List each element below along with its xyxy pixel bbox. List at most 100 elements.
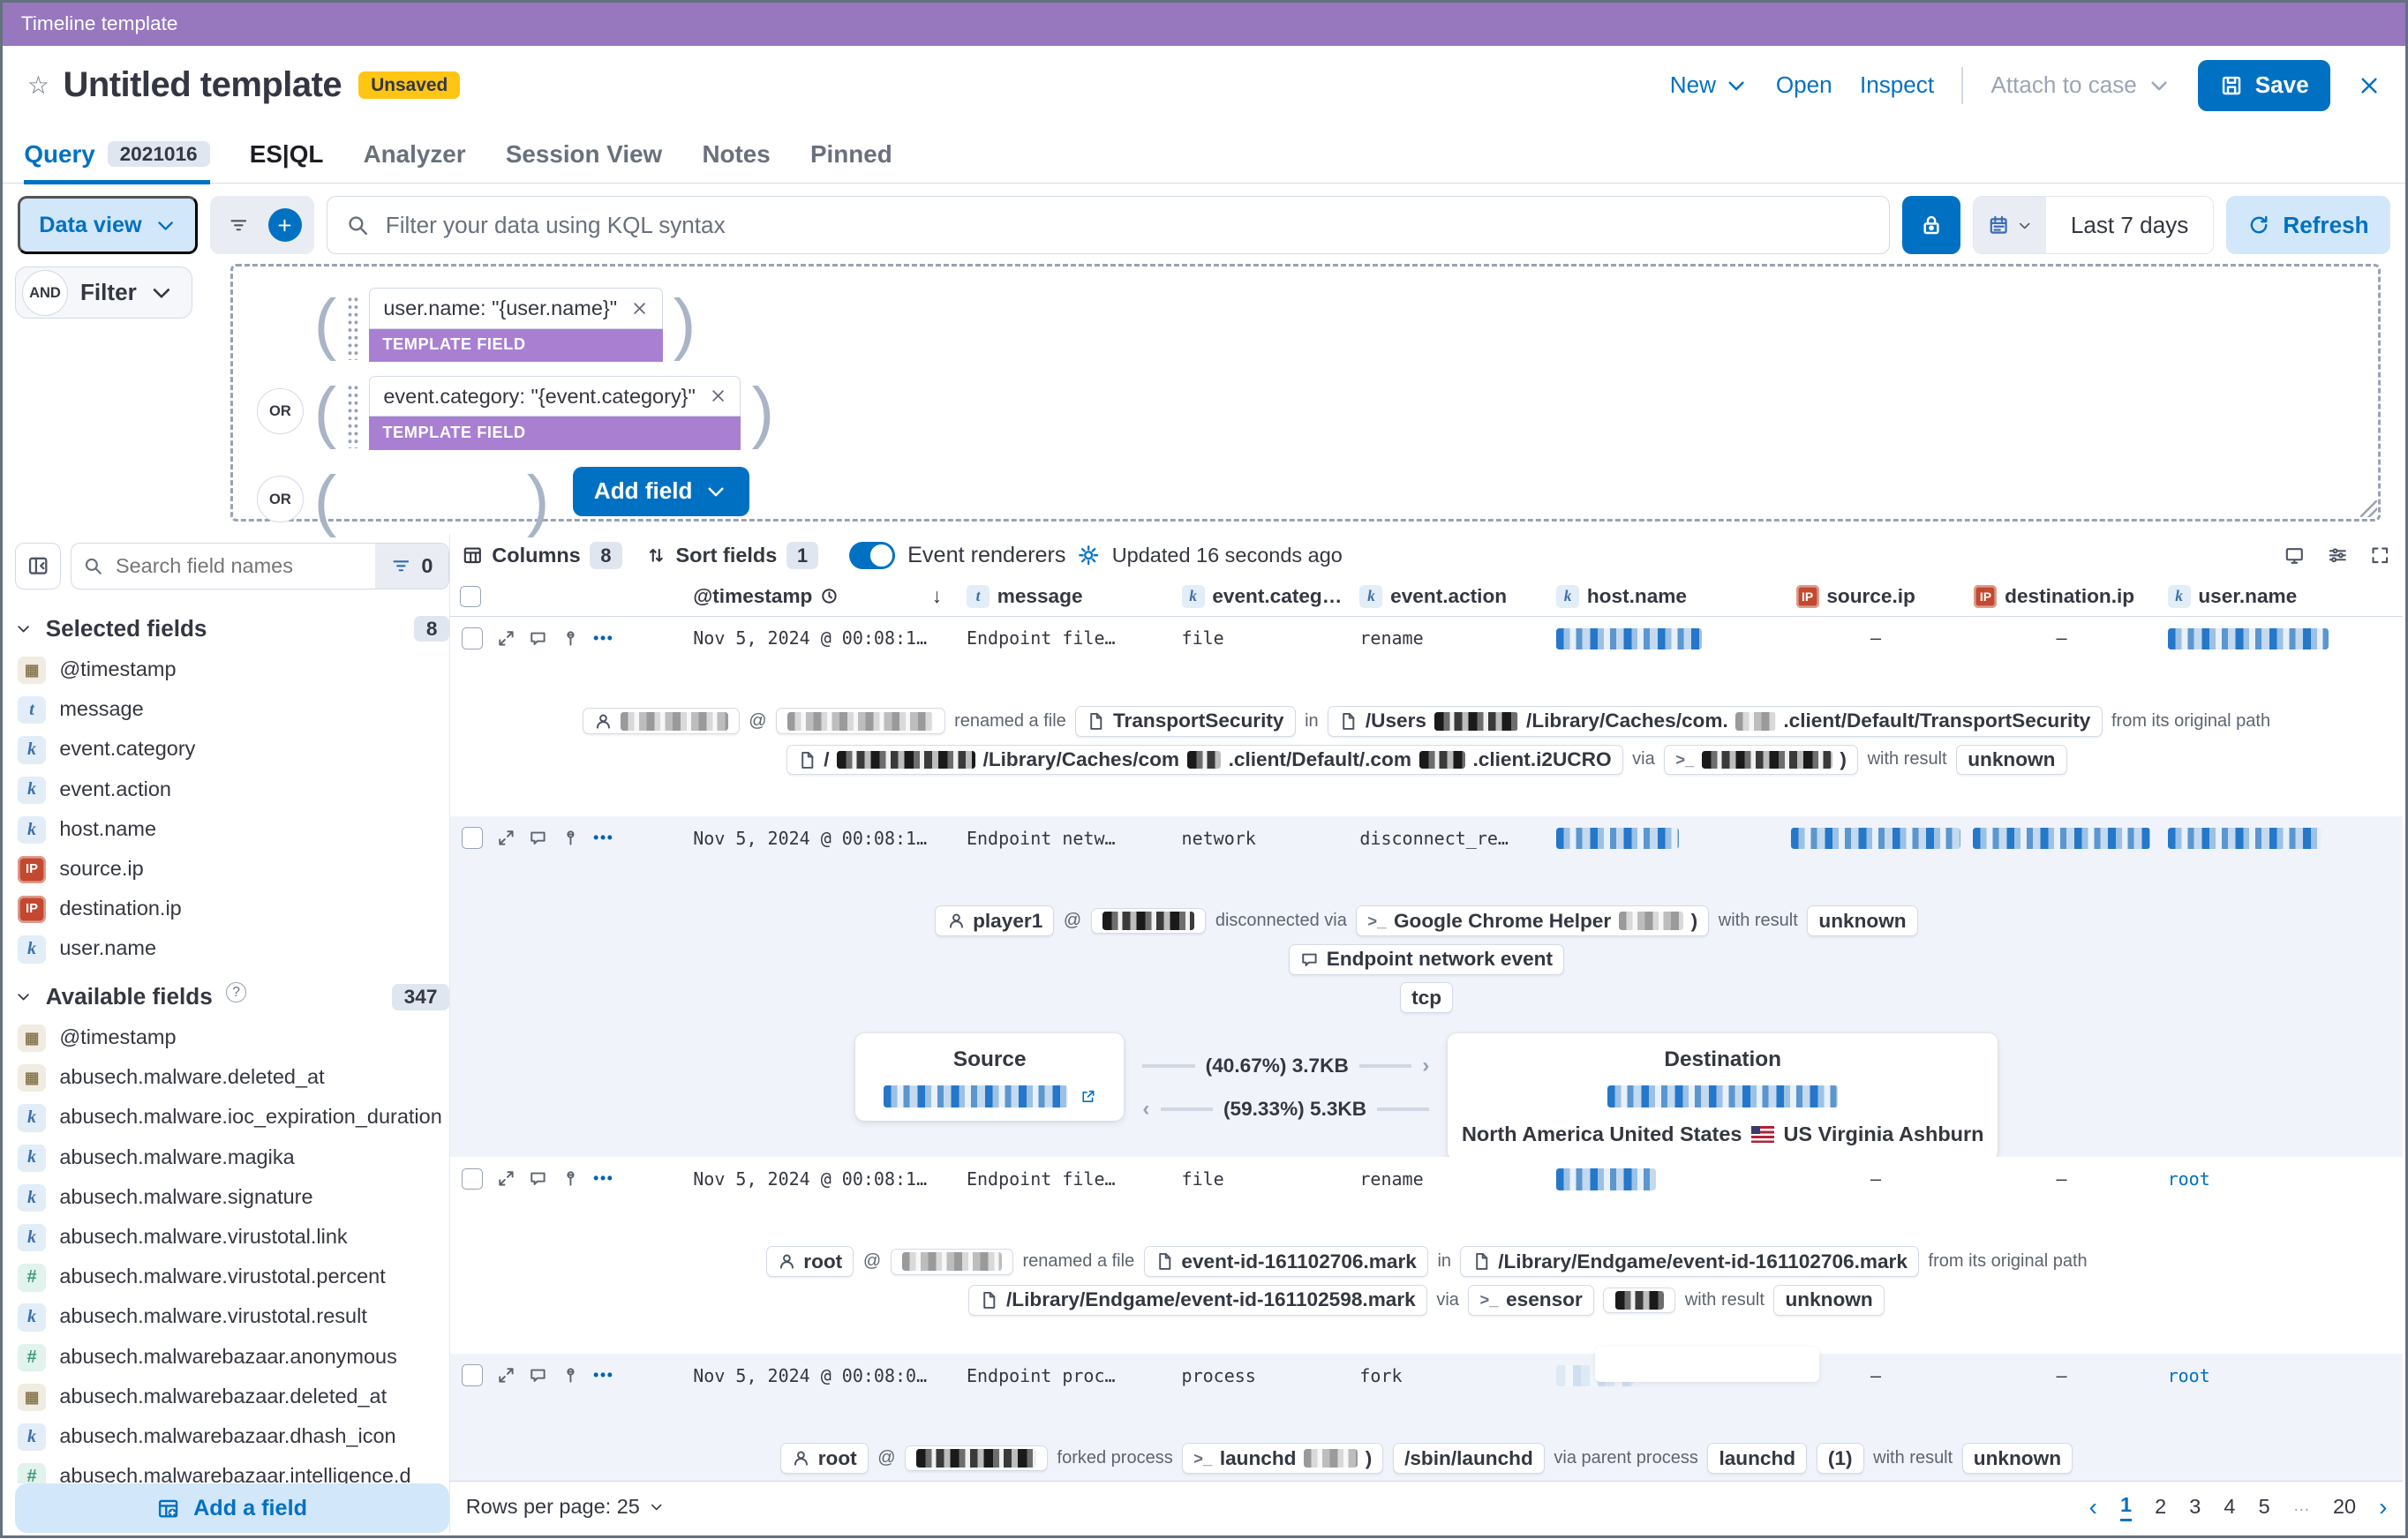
- event-chip[interactable]: launchd: [1707, 1443, 1808, 1474]
- field-filter-button[interactable]: 0: [374, 544, 449, 589]
- template-field-chip[interactable]: user.name: "{user.name}" TEMPLATE FIELD: [368, 288, 663, 363]
- field-list-item[interactable]: ▦ abusech.malware.deleted_at: [15, 1058, 449, 1098]
- event-chip[interactable]: player1: [935, 905, 1055, 937]
- next-page-icon[interactable]: ›: [2379, 1492, 2388, 1520]
- field-list-item[interactable]: k user.name: [15, 929, 449, 969]
- select-all-checkbox[interactable]: [459, 585, 482, 608]
- date-picker[interactable]: Last 7 days: [1973, 196, 2215, 255]
- field-list-item[interactable]: t message: [15, 690, 449, 730]
- field-list-item[interactable]: IP destination.ip: [15, 890, 449, 929]
- gear-icon[interactable]: [1078, 544, 1099, 566]
- tab-session-view[interactable]: Session View: [506, 125, 662, 183]
- tab-analyzer[interactable]: Analyzer: [364, 125, 466, 183]
- event-chip[interactable]: [890, 1248, 1014, 1275]
- event-chip[interactable]: >_ esensor: [1468, 1284, 1594, 1316]
- page-5[interactable]: 5: [2258, 1494, 2270, 1518]
- field-list-item[interactable]: k event.category: [15, 730, 449, 770]
- event-chip[interactable]: /sbin/launchd: [1392, 1443, 1545, 1474]
- favorite-star-icon[interactable]: ☆: [26, 71, 49, 100]
- field-list-item[interactable]: # abusech.malwarebazaar.intelligence.d: [15, 1457, 449, 1484]
- event-chip[interactable]: /Library/Endgame/event-id-161102706.mark: [1460, 1246, 1920, 1278]
- row-checkbox[interactable]: [461, 627, 483, 649]
- field-list-item[interactable]: IP source.ip: [15, 850, 449, 890]
- more-actions-icon[interactable]: •••: [593, 1169, 614, 1188]
- and-filter-control[interactable]: AND Filter: [14, 267, 193, 319]
- tab-pinned[interactable]: Pinned: [810, 125, 892, 183]
- field-list-item[interactable]: k abusech.malware.ioc_expiration_duration: [15, 1098, 449, 1137]
- sort-fields-button[interactable]: Sort fields 1: [646, 541, 819, 570]
- field-list-item[interactable]: k abusech.malware.magika: [15, 1138, 449, 1178]
- inspect-button[interactable]: Inspect: [1859, 71, 1935, 99]
- field-list-item[interactable]: # abusech.malware.virustotal.percent: [15, 1257, 449, 1297]
- add-filter-button[interactable]: [262, 196, 308, 254]
- inspect-screen-icon[interactable]: [2284, 545, 2305, 566]
- save-button[interactable]: Save: [2198, 59, 2331, 112]
- field-list-item[interactable]: ▦ @timestamp: [15, 1018, 449, 1058]
- tab-es-ql[interactable]: ES|QL: [250, 125, 324, 183]
- more-actions-icon[interactable]: •••: [593, 829, 614, 847]
- event-chip[interactable]: >_ launchd): [1182, 1443, 1384, 1474]
- event-renderers-toggle[interactable]: [849, 541, 896, 570]
- event-chip[interactable]: root: [779, 1443, 869, 1474]
- previous-page-icon[interactable]: ‹: [2088, 1492, 2097, 1520]
- close-icon[interactable]: [2358, 74, 2381, 97]
- filter-icon[interactable]: [215, 196, 261, 254]
- drag-handle[interactable]: [347, 295, 358, 360]
- lock-date-picker-button[interactable]: [1902, 196, 1961, 255]
- field-list-item[interactable]: k abusech.malware.virustotal.result: [15, 1298, 449, 1338]
- page-3[interactable]: 3: [2189, 1494, 2201, 1518]
- event-chip[interactable]: [775, 708, 945, 735]
- column-header-host.name[interactable]: k host.name: [1547, 584, 1787, 608]
- kql-input[interactable]: [382, 210, 1871, 241]
- sliders-icon[interactable]: [2328, 545, 2348, 566]
- page-1[interactable]: 1: [2119, 1493, 2133, 1521]
- event-chip[interactable]: (1): [1816, 1443, 1864, 1474]
- event-chip[interactable]: Endpoint network event: [1289, 943, 1565, 975]
- row-checkbox[interactable]: [461, 1167, 483, 1190]
- event-chip[interactable]: event-id-161102706.mark: [1143, 1246, 1429, 1278]
- remove-icon[interactable]: [631, 300, 648, 317]
- fullscreen-icon[interactable]: [2370, 545, 2390, 566]
- kql-search-bar[interactable]: [326, 196, 1891, 255]
- event-chip[interactable]: [583, 708, 740, 735]
- event-chip[interactable]: /Users/Library/Caches/com. .client/Defaul…: [1328, 705, 2103, 737]
- column-header-message[interactable]: t message: [958, 584, 1173, 608]
- page-2[interactable]: 2: [2155, 1494, 2167, 1518]
- row-checkbox[interactable]: [461, 827, 483, 849]
- refresh-button[interactable]: Refresh: [2226, 196, 2390, 255]
- field-list-item[interactable]: k event.action: [15, 770, 449, 810]
- time-range-label[interactable]: Last 7 days: [2046, 197, 2214, 254]
- column-header-source.ip[interactable]: IP source.ip: [1787, 584, 1965, 608]
- event-chip[interactable]: [1090, 907, 1207, 935]
- event-chip[interactable]: >_ Google Chrome Helper): [1356, 905, 1710, 937]
- columns-button[interactable]: Columns 8: [463, 541, 622, 570]
- template-field-chip[interactable]: event.category: "{event.category}" TEMPL…: [368, 375, 741, 450]
- event-chip[interactable]: unknown: [1956, 744, 2067, 776]
- more-actions-icon[interactable]: •••: [593, 1366, 614, 1385]
- tab-notes[interactable]: Notes: [702, 125, 770, 183]
- row-checkbox[interactable]: [461, 1364, 483, 1386]
- selected-fields-header[interactable]: Selected fields 8: [15, 615, 450, 642]
- available-fields-header[interactable]: Available fields ? 347: [15, 982, 450, 1010]
- event-chip[interactable]: unknown: [1807, 905, 1918, 937]
- event-chip[interactable]: /Library/Endgame/event-id-161102598.mark: [968, 1284, 1427, 1316]
- event-chip[interactable]: / /Library/Caches/com .client/Default/.com…: [786, 744, 1623, 776]
- user-link[interactable]: root: [2167, 1167, 2210, 1190]
- field-list-item[interactable]: k abusech.malwarebazaar.dhash_icon: [15, 1417, 449, 1457]
- page-4[interactable]: 4: [2224, 1494, 2236, 1518]
- drag-handle[interactable]: [347, 383, 358, 448]
- field-search-input[interactable]: [112, 552, 363, 580]
- event-chip[interactable]: tcp: [1399, 982, 1454, 1014]
- remove-icon[interactable]: [710, 387, 726, 404]
- event-chip[interactable]: [1603, 1287, 1676, 1314]
- attach-to-case-button[interactable]: Attach to case: [1990, 71, 2171, 99]
- collapse-sidebar-button[interactable]: [14, 543, 62, 589]
- field-search[interactable]: 0: [70, 543, 450, 589]
- column-header-event.action[interactable]: k event.action: [1351, 584, 1547, 608]
- user-link[interactable]: root: [2167, 1364, 2210, 1386]
- event-chip[interactable]: unknown: [1773, 1284, 1885, 1316]
- column-header-@timestamp[interactable]: @timestamp ↓: [684, 585, 958, 608]
- resize-handle-icon[interactable]: [2359, 500, 2377, 518]
- page-20[interactable]: 20: [2332, 1494, 2357, 1518]
- open-button[interactable]: Open: [1775, 71, 1832, 99]
